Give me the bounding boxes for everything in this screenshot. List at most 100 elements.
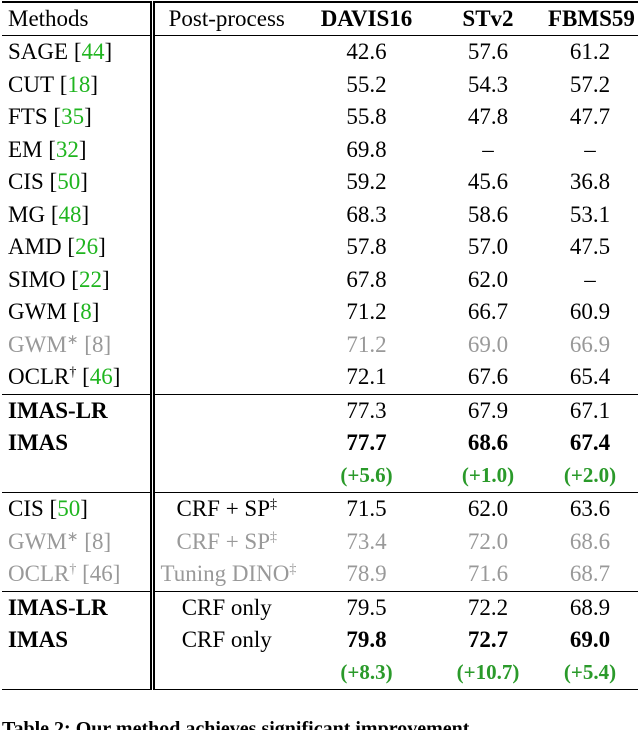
score-cell: 66.7 <box>467 299 509 325</box>
score-cell: 77.7 <box>346 430 387 456</box>
cite-bracket: ] <box>112 561 121 587</box>
method-name: SIMO <box>8 266 66 292</box>
cite-bracket: [ <box>84 331 92 357</box>
score-cell: 59.2 <box>346 169 387 195</box>
post-process: CRF only <box>181 594 272 620</box>
post-process-cell <box>152 264 299 297</box>
improvement-cell: (+5.6) <box>340 463 393 488</box>
post-process-cell: CRF only <box>152 624 299 657</box>
method-cell: GWM∗ [8] <box>2 525 155 558</box>
table-row: (+8.3) (+10.7) (+5.4) <box>2 656 638 690</box>
score-cell: 58.6 <box>467 201 509 227</box>
score-cell: 68.7 <box>569 561 611 587</box>
method-name: IMAS <box>8 627 69 653</box>
cite-bracket: ] <box>103 528 112 554</box>
score-cell: 47.5 <box>569 234 611 260</box>
score-cell: 66.9 <box>569 331 611 357</box>
cite-bracket: ] <box>90 71 99 97</box>
score-cell: 55.2 <box>346 71 387 97</box>
post-process-cell <box>152 657 299 690</box>
cite-number: 32 <box>55 136 79 162</box>
score-cell: 71.2 <box>346 331 387 357</box>
cite-bracket: [ <box>49 496 58 522</box>
cite-bracket: [ <box>82 364 90 390</box>
caption: Table 2: Our method achieves significant… <box>2 718 470 730</box>
table-row: OCLR† [46] 72.1 67.6 65.4 <box>2 361 638 394</box>
cite-bracket: [ <box>71 266 79 292</box>
score-cell: 67.9 <box>434 393 542 427</box>
method-name: EM <box>8 136 43 162</box>
cite-bracket: [ <box>67 234 76 260</box>
cite-number: 48 <box>58 201 82 227</box>
score-cell: 54.3 <box>467 71 509 97</box>
table-row: SIMO [22] 67.8 62.0 – <box>2 263 638 297</box>
post-process: Tuning DINO <box>160 561 290 587</box>
cite-bracket: [ <box>53 104 62 130</box>
post-process: CRF + SP <box>176 496 271 522</box>
score-cell: 71.6 <box>467 561 509 587</box>
method-cell: OCLR† [46] <box>2 361 155 394</box>
method-cell: CIS [50] <box>2 492 155 526</box>
header-cell: DAVIS16 <box>299 2 434 36</box>
cite-bracket: ] <box>104 39 113 65</box>
post-process-cell <box>152 134 299 167</box>
score-cell: 57.6 <box>467 39 509 65</box>
cite-number: 22 <box>78 266 102 292</box>
score-cell: 77.3 <box>299 393 434 427</box>
method-cell: SIMO [22] <box>2 263 155 296</box>
method-name: IMAS-LR <box>8 397 108 423</box>
cite-bracket: ] <box>78 136 87 162</box>
table-row: CIS [50] 59.2 45.6 36.8 <box>2 166 638 199</box>
cite-number: 35 <box>61 104 85 130</box>
table-row: CUT [18] 55.2 54.3 57.2 <box>2 68 638 101</box>
method-cell <box>2 656 155 690</box>
score-cell: – <box>482 136 494 162</box>
method-mark: ∗ <box>66 332 79 348</box>
method-cell: OCLR† [46] <box>2 558 155 591</box>
post-process-cell <box>152 231 299 264</box>
cite-number: 44 <box>81 39 105 65</box>
score-cell: 68.3 <box>346 201 387 227</box>
post-process-cell <box>152 36 299 69</box>
cite-number: 8 <box>91 528 104 554</box>
score-cell: 72.1 <box>346 364 387 390</box>
cite-bracket: ] <box>103 331 112 357</box>
row-group: CIS [50] CRF + SP‡ 71.5 62.0 63.6 GWM∗ [8] CRF… <box>2 492 638 591</box>
post-mark: ‡ <box>270 497 278 513</box>
table-row: CIS [50] CRF + SP‡ 71.5 62.0 63.6 <box>2 492 638 526</box>
score-cell: 72.0 <box>467 528 509 554</box>
method-cell: IMAS-LR <box>2 393 155 427</box>
cite-number: 46 <box>89 561 113 587</box>
table-row: GWM [8] 71.2 66.7 60.9 <box>2 296 638 329</box>
post-mark: ‡ <box>289 562 297 578</box>
table-row: AMD [26] 57.8 57.0 47.5 <box>2 231 638 264</box>
header-cell: Methods <box>2 2 155 36</box>
score-cell: 67.1 <box>542 393 638 427</box>
improvement-cell: (+10.7) <box>456 660 520 685</box>
cite-bracket: ] <box>98 234 106 260</box>
table-row: MG [48] 68.3 58.6 53.1 <box>2 198 638 231</box>
method-cell <box>2 459 155 493</box>
method-cell: IMAS <box>2 427 155 460</box>
cite-bracket: ] <box>84 104 92 130</box>
table-row: IMAS 77.7 68.6 67.4 <box>2 427 638 460</box>
cite-bracket: [ <box>49 169 58 195</box>
method-cell: GWM [8] <box>2 296 155 329</box>
method-cell: SAGE [44] <box>2 35 155 69</box>
cite-bracket: [ <box>73 39 82 65</box>
table-row: (+5.6) (+1.0) (+2.0) <box>2 459 638 493</box>
post-process-cell: CRF + SP‡ <box>152 492 299 526</box>
cite-number: 26 <box>75 234 99 260</box>
row-group: IMAS-LR 77.3 67.9 67.1 IMAS 77.7 68.6 67.4 (+5.6… <box>2 393 638 493</box>
score-cell: 78.9 <box>346 561 387 587</box>
header-cell: FBMS59 <box>542 2 638 36</box>
header-row: Methods Post-process DAVIS16 STv2 FBMS59 <box>2 2 638 36</box>
method-name: IMAS <box>8 430 69 456</box>
improvement-cell: (+2.0) <box>563 463 617 488</box>
improvement-cell: (+1.0) <box>461 463 515 488</box>
score-cell: 62.0 <box>467 266 509 292</box>
cite-number: 8 <box>80 299 92 325</box>
cite-number: 46 <box>89 364 113 390</box>
results-table: Methods Post-process DAVIS16 STv2 FBMS59… <box>2 1 638 690</box>
